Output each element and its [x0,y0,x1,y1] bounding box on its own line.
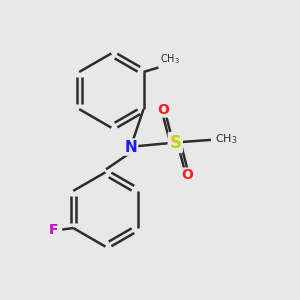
Text: S: S [169,134,181,152]
Text: CH$_3$: CH$_3$ [160,52,180,66]
Text: O: O [158,103,169,117]
Text: F: F [49,223,58,236]
Text: O: O [181,168,193,182]
Text: CH$_3$: CH$_3$ [215,133,238,146]
Text: N: N [124,140,137,154]
